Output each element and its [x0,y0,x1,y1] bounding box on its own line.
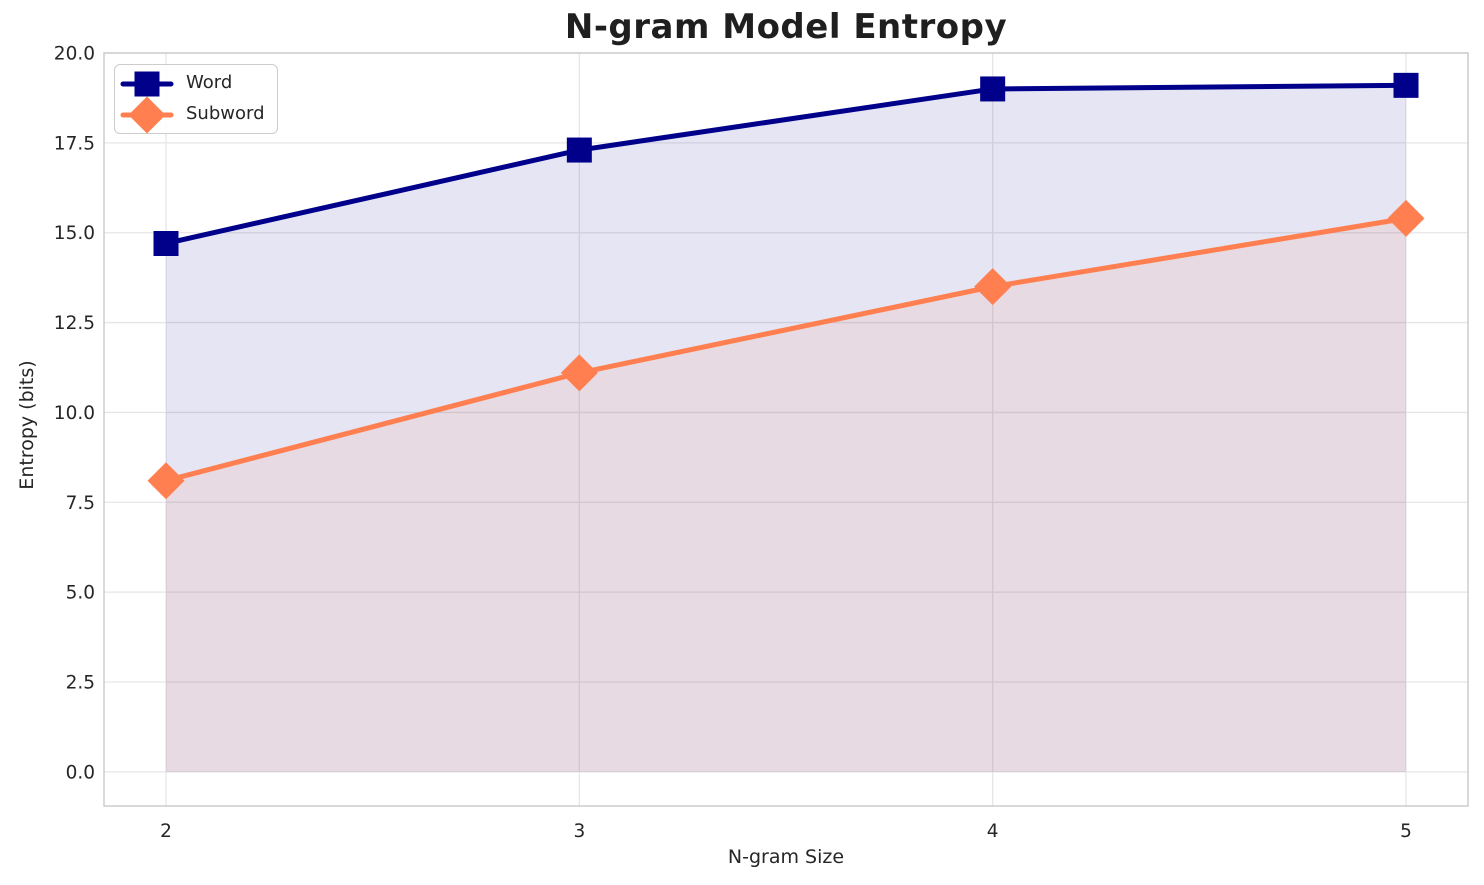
y-tick-label-20.0: 20.0 [54,44,95,65]
y-axis-label: Entropy (bits) [16,360,38,490]
y-tick-label-10.0: 10.0 [54,403,95,424]
y-tick-label-5.0: 5.0 [66,583,95,604]
x-tick-label-5: 5 [1400,821,1412,842]
x-tick-label-3: 3 [573,821,585,842]
y-tick-label-2.5: 2.5 [66,672,95,693]
word-legend-glyph [120,71,174,96]
subword-area-fill [166,218,1406,772]
legend-label-subword: Subword [186,102,265,124]
word-line [163,82,1409,246]
plot-border [103,52,1469,807]
subword-marker-x4 [974,268,1012,306]
y-tick-label-15.0: 15.0 [54,223,95,244]
subword-marker-x2 [147,462,185,500]
legend-item-subword: Subword [120,96,265,133]
x-axis-label: N-gram Size [727,846,845,868]
word-marker-x5 [1393,72,1419,98]
x-tick-label-2: 2 [160,821,172,842]
subword-legend-glyph [120,96,174,133]
word-area-fill [166,85,1406,772]
subword-marker-x3 [560,354,598,392]
word-marker-x4 [980,76,1006,102]
y-tick-label-12.5: 12.5 [54,313,95,334]
x-tick-label-4: 4 [987,821,999,842]
word-marker-x3 [566,137,592,163]
subword-marker-x5 [1387,199,1425,237]
word-marker-x2 [153,230,179,256]
legend: Word Subword [114,64,278,134]
subword-line [163,215,1409,484]
legend-label-word: Word [186,71,233,93]
y-tick-label-0.0: 0.0 [66,762,95,783]
y-tick-label-7.5: 7.5 [66,493,95,514]
legend-item-word: Word [120,68,265,99]
word-legend-marker-icon [134,71,160,96]
y-tick-label-17.5: 17.5 [54,133,95,154]
subword-legend-marker-icon [128,96,166,133]
chart-title: N-gram Model Entropy [564,7,1008,47]
